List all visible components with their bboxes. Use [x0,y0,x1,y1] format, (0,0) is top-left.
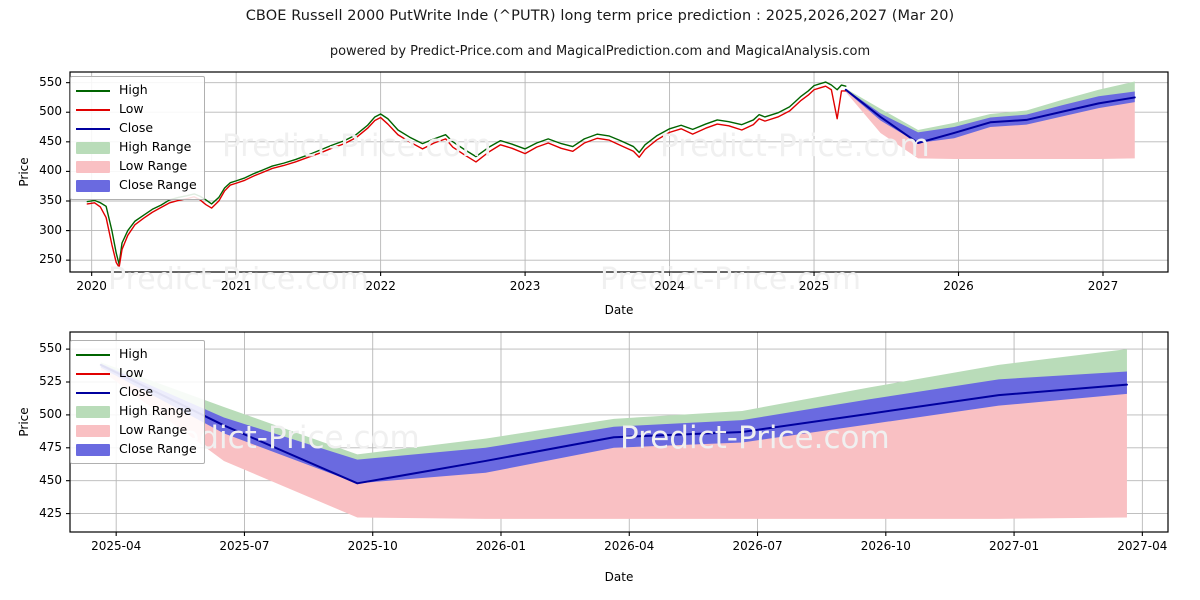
legend-item-close: Close [76,383,197,402]
legend-item-high: High [76,345,197,364]
x-tick-label: 2026-10 [860,539,911,553]
x-tick-label: 2027 [1087,279,1119,293]
legend-swatch-line [76,123,110,135]
y-tick-label: 425 [39,505,62,520]
legend-item-low-range: Low Range [76,421,197,440]
y-tick-label: 350 [39,192,62,207]
legend-swatch-line [76,368,110,380]
y-tick-label: 400 [39,163,62,178]
legend-label: High [119,82,148,98]
x-tick-label: 2026-01 [475,539,527,553]
forecast-x-axis-label: Date [604,570,634,584]
legend-item-high: High [76,81,197,100]
legend-item-high-range: High Range [76,402,197,421]
x-tick-label: 2023 [509,279,541,293]
overview-x-axis-label: Date [604,303,634,317]
y-tick-label: 300 [39,222,62,237]
legend-swatch-band [76,141,110,154]
x-tick-label: 2027-04 [1117,539,1168,553]
y-tick-label: 500 [39,104,62,119]
x-tick-label: 2020 [76,279,107,293]
legend-swatch-band [76,405,110,418]
overview-chart-svg [66,71,1169,276]
x-tick-label: 2025-04 [91,539,142,553]
legend-swatch-line [76,387,110,399]
series-line-low [86,85,847,268]
legend-item-high-range: High Range [76,138,197,157]
y-tick-label: 450 [39,472,62,487]
x-tick-label: 2022 [365,279,396,293]
y-tick-label: 475 [39,439,62,454]
legend-item-low: Low [76,100,197,119]
legend-item-low-range: Low Range [76,157,197,176]
legend-label: High Range [119,403,192,419]
legend-label: Low Range [119,422,188,438]
legend-swatch-line [76,349,110,361]
forecast-chart-panel: Predict-Price.com Predict-Price.com Price… [0,320,1200,600]
x-tick-label: 2026-04 [604,539,655,553]
y-tick-label: 250 [39,252,62,267]
y-tick-label: 500 [39,406,62,421]
x-tick-label: 2021 [220,279,252,293]
legend-swatch-line [76,104,110,116]
plot-area [99,349,1128,519]
legend-label: Low [119,365,144,381]
legend-label: High [119,346,148,362]
legend-item-close: Close [76,119,197,138]
y-tick-label: 550 [39,74,62,89]
legend-swatch-band [76,160,110,173]
legend-swatch-line [76,85,110,97]
forecast-chart-svg [66,331,1169,536]
page-title: CBOE Russell 2000 PutWrite Inde (^PUTR) … [245,8,955,24]
legend-label: Low Range [119,158,188,174]
forecast-legend: High Low Close High Range Low Range Close Ran… [70,340,205,464]
legend-swatch-band [76,179,110,192]
x-tick-label: 2027-01 [988,539,1040,553]
x-tick-label: 2025-07 [219,539,270,553]
legend-item-close-range: Close Range [76,176,197,195]
x-tick-label: 2026 [943,279,974,293]
x-tick-label: 2025 [798,279,830,293]
legend-label: Close Range [119,177,197,193]
series-line-close [99,363,1128,485]
overview-chart-panel: Predict-Price.com Predict-Price.com Predic… [17,71,1169,317]
page-subtitle: powered by Predict-Price.com and Magical… [329,44,871,59]
legend-item-close-range: Close Range [76,440,197,459]
legend-label: Close [119,120,154,136]
x-tick-label: 2025-10 [347,539,398,553]
x-tick-label: 2024 [654,279,685,293]
legend-swatch-band [76,443,110,456]
legend-item-low: Low [76,364,197,383]
legend-label: Close [119,384,154,400]
legend-label: Low [119,101,144,117]
x-tick-label: 2026-07 [732,539,783,553]
legend-label: High Range [119,139,192,155]
series-line-close [844,88,1136,145]
overview-legend: High Low Close High Range Low Range Close Ran… [70,76,205,200]
legend-label: Close Range [119,441,197,457]
y-tick-label: 550 [39,341,62,356]
legend-swatch-band [76,424,110,437]
y-tick-label: 525 [39,374,62,388]
y-tick-label: 450 [39,133,62,148]
